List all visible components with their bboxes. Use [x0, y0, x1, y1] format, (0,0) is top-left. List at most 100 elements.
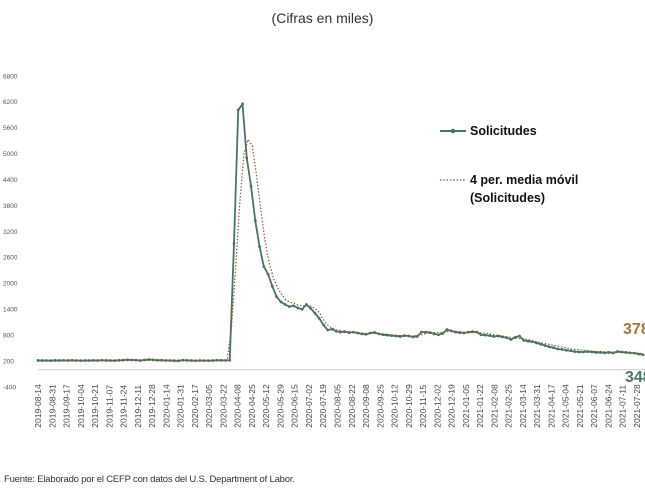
legend: Solicitudes 4 per. media móvil (Solicitu…: [440, 124, 578, 205]
x-tick-label: 2019-08-14: [33, 384, 43, 428]
data-point-solicitudes: [262, 265, 266, 268]
data-point-solicitudes: [232, 242, 236, 245]
data-point-solicitudes: [339, 330, 342, 334]
x-tick-label: 2020-03-22: [218, 384, 228, 428]
series-line-moving-average: [50, 138, 644, 362]
data-point-solicitudes: [287, 305, 291, 309]
y-tick-label: -400: [3, 384, 16, 391]
data-point-solicitudes: [245, 156, 249, 160]
data-point-solicitudes: [202, 359, 206, 363]
data-point-solicitudes: [104, 359, 108, 362]
x-tick-label: 2021-06-07: [589, 384, 599, 428]
data-point-solicitudes: [420, 330, 423, 334]
data-point-solicitudes: [130, 358, 134, 362]
x-tick-label: 2019-12-11: [133, 385, 143, 428]
x-tick-label: 2021-05-21: [575, 384, 585, 428]
y-tick-label: 5600: [3, 125, 18, 132]
data-point-solicitudes: [228, 358, 232, 362]
x-tick-label: 2021-02-25: [504, 384, 514, 428]
data-point-solicitudes: [577, 350, 581, 354]
data-point-solicitudes: [258, 245, 261, 249]
data-point-solicitudes: [641, 353, 645, 357]
x-tick-label: 2021-03-31: [532, 384, 542, 428]
data-point-solicitudes: [522, 338, 526, 342]
x-tick-label: 2020-01-31: [176, 384, 186, 428]
data-point-solicitudes: [492, 335, 496, 338]
x-tick-label: 2020-09-25: [375, 384, 385, 428]
data-point-solicitudes: [253, 219, 257, 223]
line-chart: -400 200 800 1400 2000 2600 3200 3800 4400 5000 56…: [3, 73, 645, 428]
data-point-solicitudes: [488, 334, 492, 337]
x-tick-label: 2021-03-14: [518, 384, 528, 428]
data-point-solicitudes: [509, 338, 513, 341]
x-tick-label: 2019-10-21: [90, 384, 100, 428]
data-point-solicitudes: [573, 350, 577, 353]
x-tick-label: 2021-01-05: [461, 384, 471, 428]
data-point-solicitudes: [424, 330, 428, 334]
data-point-solicitudes: [134, 358, 138, 362]
data-point-solicitudes: [36, 359, 40, 362]
data-point-solicitudes: [275, 295, 278, 299]
y-tick-label: 4400: [3, 177, 18, 184]
data-point-solicitudes: [385, 333, 389, 337]
data-point-solicitudes: [343, 330, 347, 334]
data-point-solicitudes: [147, 358, 151, 361]
y-tick-label: 3800: [3, 203, 18, 210]
data-point-solicitudes: [189, 359, 193, 362]
x-tick-label: 2021-02-08: [489, 384, 499, 428]
x-tick-label: 2021-07-28: [632, 384, 642, 428]
data-point-solicitudes: [560, 348, 564, 351]
data-point-solicitudes: [326, 328, 330, 332]
y-tick-label: 3200: [3, 229, 18, 236]
y-tick-label: 6200: [3, 99, 18, 106]
data-point-solicitudes: [330, 327, 334, 331]
data-point-solicitudes: [556, 347, 560, 351]
data-point-solicitudes: [445, 328, 449, 331]
x-tick-label: 2020-03-05: [204, 384, 214, 428]
data-point-solicitudes: [300, 307, 304, 311]
x-tick-label: 2021-05-04: [561, 384, 571, 428]
legend-label-line-2: (Solicitudes): [470, 191, 545, 205]
data-point-solicitudes: [569, 349, 572, 353]
x-tick-label: 2020-11-15: [418, 385, 428, 428]
data-point-solicitudes: [117, 358, 121, 362]
data-point-solicitudes: [279, 300, 283, 304]
x-tick-label: 2020-02-17: [190, 384, 200, 428]
x-tick-label: 2020-05-29: [275, 384, 285, 428]
data-point-solicitudes: [283, 303, 287, 306]
x-tick-label: 2021-01-22: [475, 384, 485, 428]
data-point-solicitudes: [356, 331, 359, 335]
x-tick-label: 2020-12-19: [447, 384, 457, 428]
end-label-moving-average: 378: [623, 321, 645, 338]
x-tick-label: 2020-05-12: [261, 384, 271, 428]
data-point-solicitudes: [270, 284, 274, 288]
data-point-solicitudes: [45, 359, 48, 362]
legend-marker-solicitudes: [450, 128, 456, 134]
x-tick-label: 2019-10-04: [76, 384, 86, 428]
plot-area: [36, 101, 645, 371]
legend-label-solicitudes: Solicitudes: [470, 124, 537, 138]
data-point-solicitudes: [219, 358, 223, 362]
y-tick-label: 200: [3, 358, 14, 365]
y-tick-label: 800: [3, 332, 14, 339]
x-tick-label: 2019-08-31: [47, 384, 57, 428]
x-tick-label: 2020-07-19: [318, 384, 328, 428]
data-point-solicitudes: [581, 350, 585, 354]
x-tick-label: 2020-04-08: [233, 384, 243, 428]
data-point-solicitudes: [87, 359, 91, 362]
data-point-solicitudes: [637, 352, 641, 356]
data-point-solicitudes: [40, 359, 44, 362]
data-point-solicitudes: [241, 102, 244, 106]
data-point-solicitudes: [74, 359, 78, 362]
data-point-solicitudes: [594, 351, 598, 354]
x-tick-label: 2019-09-17: [62, 384, 72, 428]
data-point-solicitudes: [437, 333, 440, 337]
x-tick-label: 2020-06-15: [290, 384, 300, 428]
y-axis: -400 200 800 1400 2000 2600 3200 3800 4400 5000 56…: [3, 73, 18, 391]
data-point-solicitudes: [479, 333, 483, 337]
x-tick-label: 2020-08-22: [347, 384, 357, 428]
x-tick-label: 2020-04-25: [247, 384, 257, 428]
data-point-solicitudes: [547, 345, 551, 349]
data-point-solicitudes: [564, 348, 568, 352]
data-point-solicitudes: [207, 359, 210, 363]
